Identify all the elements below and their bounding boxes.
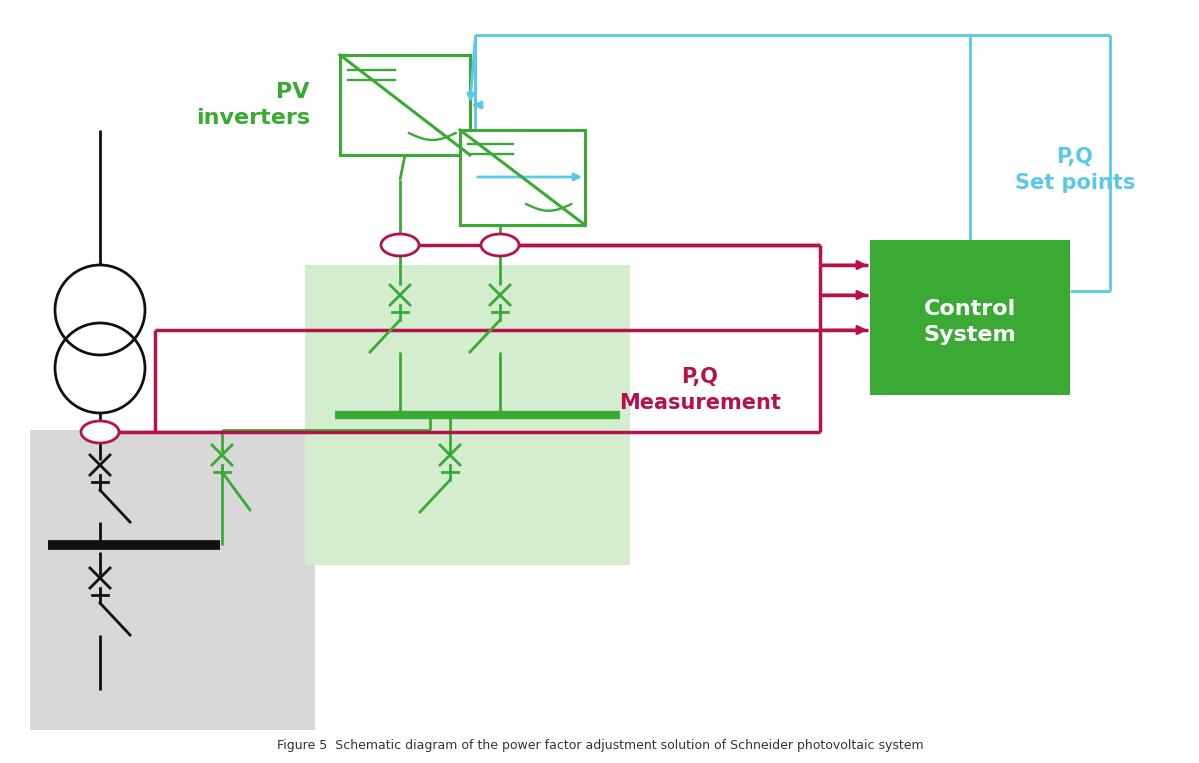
Text: PV
inverters: PV inverters: [195, 82, 311, 127]
Ellipse shape: [381, 234, 418, 256]
Ellipse shape: [82, 421, 119, 443]
Text: Figure 5  Schematic diagram of the power factor adjustment solution of Schneider: Figure 5 Schematic diagram of the power …: [277, 739, 923, 752]
Bar: [341, 55, 470, 155]
Text: Control
System: Control System: [923, 299, 1017, 345]
Text: P,Q
Measurement: P,Q Measurement: [619, 367, 781, 413]
Text: P,Q
Set points: P,Q Set points: [1014, 147, 1135, 193]
Ellipse shape: [481, 234, 519, 256]
Bar: [460, 130, 585, 225]
Bar: [305, 265, 629, 565]
Bar: [870, 240, 1070, 395]
Bar: [30, 430, 315, 730]
